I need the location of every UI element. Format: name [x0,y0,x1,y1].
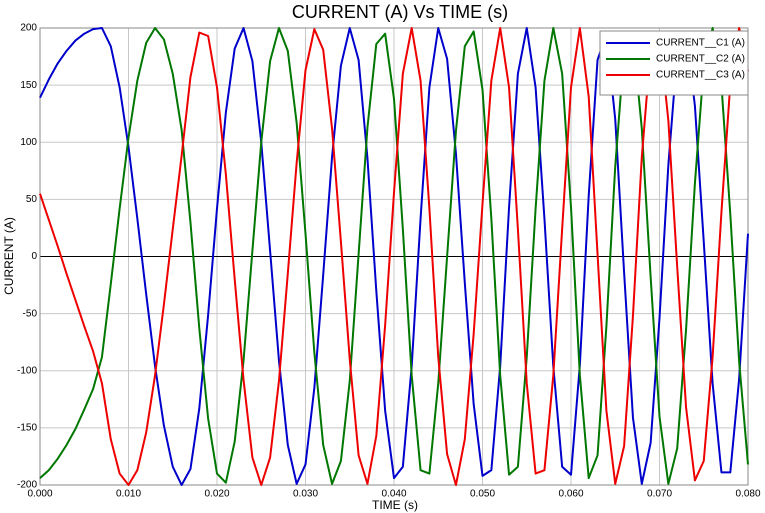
y-tick-label: 100 [20,137,37,148]
x-tick-label: 0.020 [204,489,229,500]
y-tick-label: 50 [26,194,38,205]
legend-box [599,30,749,96]
y-tick-label: -200 [17,480,37,491]
legend-label: CURRENT__C2 (A) [656,54,745,65]
plot-frame [39,27,749,486]
y-tick-label: -100 [17,365,37,376]
x-tick-label: 0.000 [27,489,52,500]
y-tick-label: 150 [20,80,37,91]
x-tick-label: 0.040 [381,489,406,500]
x-tick-label: 0.010 [116,489,141,500]
x-tick-label: 0.080 [735,489,760,500]
y-tick-label: -50 [23,308,38,319]
x-tick-label: 0.050 [470,489,495,500]
x-tick-label: 0.030 [293,489,318,500]
legend: CURRENT__C1 (A) CURRENT__C2 (A) CURRENT__C… [599,30,749,96]
x-tick-label: 0.070 [647,489,672,500]
x-axis-label: TIME (s) [372,498,418,512]
legend-label: CURRENT__C1 (A) [656,38,745,49]
y-tick-label: 200 [20,23,37,34]
legend-label: CURRENT__C3 (A) [656,70,745,81]
series-line [39,27,749,486]
x-tick-label: 0.060 [558,489,583,500]
chart-title: CURRENT (A) Vs TIME (s) [292,2,508,22]
y-tick-label: -150 [17,423,37,434]
y-axis-label: CURRENT (A) [2,217,16,295]
y-tick-label: 0 [31,251,37,262]
